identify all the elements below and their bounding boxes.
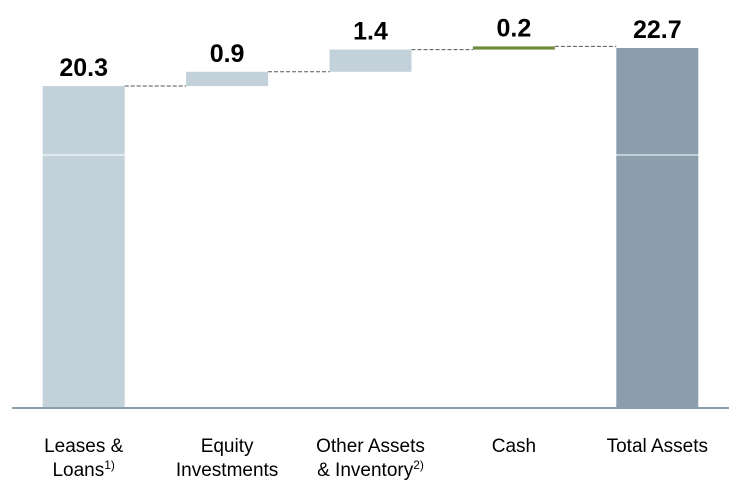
bar [616,48,699,408]
value-label: 1.4 [353,18,388,46]
category-line: Cash [492,436,536,457]
x-tick-label: Leases & [44,436,124,457]
x-tick-label: Loans1) [52,458,114,481]
bar [42,86,125,408]
footnote-marker: 2) [413,458,424,472]
x-tick-label: Other Assets [316,436,425,457]
category-line: Leases & [44,436,124,457]
x-tick-label: Investments [176,460,278,481]
bar [329,49,412,72]
value-label: 20.3 [59,54,108,82]
category-line: Investments [176,460,278,481]
x-tick-label: Equity [201,436,254,457]
category-line: Equity [201,436,254,457]
bar [186,71,269,87]
x-tick-label: & Inventory2) [317,458,424,481]
value-label: 0.9 [210,40,245,68]
category-line: Total Assets [607,436,708,457]
value-label: 0.2 [497,14,532,42]
category-line: & Inventory [317,460,414,481]
bar [472,46,555,50]
category-line: Other Assets [316,436,425,457]
footnote-marker: 1) [104,458,115,472]
category-line: Loans [52,460,104,481]
value-label: 22.7 [633,16,682,44]
x-tick-label: Total Assets [607,436,708,457]
x-tick-label: Cash [492,436,536,457]
